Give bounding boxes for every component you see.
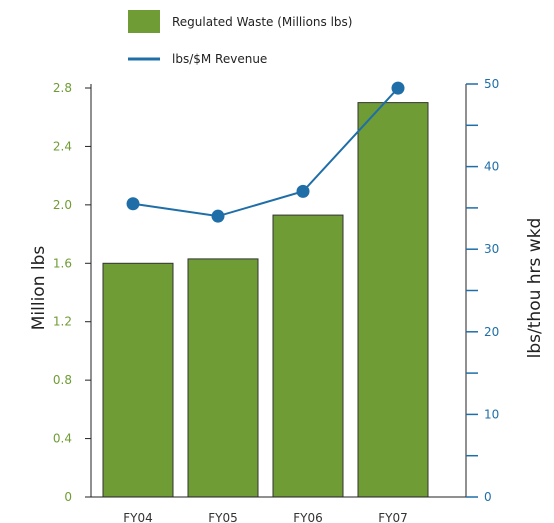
bar [187,258,259,498]
left-tick-label: 0.4 [53,432,72,446]
line-point [391,81,405,95]
left-tick-label: 2.4 [53,139,72,153]
x-tick-label: FY06 [293,511,323,523]
left-tick-label: 2.0 [53,198,72,212]
left-axis: 0 0.4 0.8 1.2 1.6 2.0 2.4 2.8 [53,81,92,504]
x-axis: FY04 FY05 FY06 FY07 [91,496,466,523]
bar [102,262,174,498]
y-axis-title-right: lbs/thou hrs wkd [525,218,545,359]
x-tick-label: FY04 [123,511,153,523]
line-point [296,184,310,198]
line-point [126,197,140,211]
left-tick-label: 0.8 [53,373,72,387]
y-axis-title-left: Million lbs [29,246,49,331]
legend: Regulated Waste (Millions lbs) lbs/$M Re… [128,10,353,66]
right-tick-label: 50 [484,77,499,91]
right-tick-label: 30 [484,242,499,256]
bar-series [102,102,429,498]
line-series [126,81,405,223]
line-path [132,87,399,218]
x-tick-label: FY05 [208,511,238,523]
bar [272,214,344,498]
bar [357,102,429,498]
legend-label-bar: Regulated Waste (Millions lbs) [172,15,353,29]
left-tick-label: 1.6 [53,256,72,270]
legend-swatch-bar [128,10,160,33]
left-tick-label: 1.2 [53,315,72,329]
right-axis: 0 10 20 30 40 50 [465,77,499,504]
right-tick-label: 10 [484,407,499,421]
line-point [211,209,225,223]
right-tick-label: 20 [484,325,499,339]
left-tick-label: 0 [64,490,72,504]
x-tick-label: FY07 [378,511,408,523]
left-tick-label: 2.8 [53,81,72,95]
legend-label-line: lbs/$M Revenue [172,52,267,66]
right-tick-label: 0 [484,490,492,504]
right-tick-label: 40 [484,160,499,174]
